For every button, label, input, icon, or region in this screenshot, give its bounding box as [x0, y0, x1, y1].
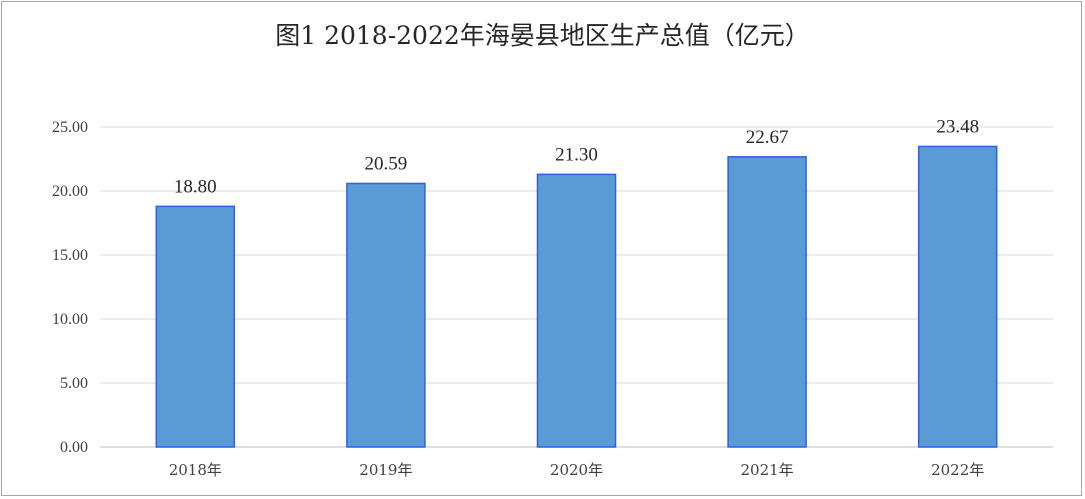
- y-tick-label: 15.00: [52, 247, 88, 264]
- bar-2022年: [917, 145, 998, 448]
- y-tick-label: 20.00: [52, 183, 88, 200]
- y-axis-ticks: 0.00 5.00 10.00 15.00 20.00 25.00: [52, 119, 88, 456]
- bars: [155, 145, 998, 448]
- data-labels: 18.80 20.59 21.30 22.67 23.48: [174, 116, 979, 197]
- x-tick-label: 2018年: [169, 461, 222, 479]
- y-tick-label: 5.00: [60, 375, 88, 392]
- x-tick-label: 2019年: [359, 461, 412, 479]
- data-label: 18.80: [174, 176, 217, 197]
- bar-2021年: [727, 156, 807, 448]
- y-tick-label: 25.00: [52, 119, 88, 136]
- data-label: 23.48: [936, 116, 979, 137]
- data-label: 20.59: [365, 153, 408, 174]
- x-tick-label: 2021年: [741, 461, 794, 479]
- y-tick-label: 0.00: [60, 439, 88, 456]
- x-tick-label: 2020年: [550, 461, 603, 479]
- data-label: 22.67: [746, 127, 789, 148]
- x-tick-label: 2022年: [931, 461, 984, 479]
- data-label: 21.30: [555, 144, 598, 165]
- x-axis-ticks: 2018年 2019年 2020年 2021年 2022年: [169, 461, 985, 479]
- bar-2019年: [346, 182, 426, 448]
- chart-title: 图1 2018-2022年海晏县地区生产总值（亿元）: [275, 21, 810, 50]
- bar-2018年: [155, 205, 236, 448]
- y-tick-label: 10.00: [52, 311, 88, 328]
- bar-2020年: [536, 173, 617, 448]
